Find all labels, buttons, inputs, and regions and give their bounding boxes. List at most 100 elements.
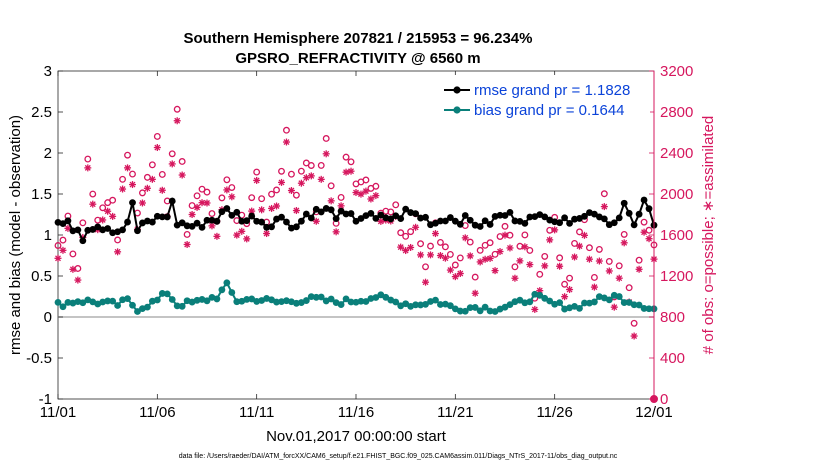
bias-marker <box>556 299 564 307</box>
bias-marker <box>461 307 469 315</box>
rmse-marker <box>392 212 400 220</box>
bias-marker <box>541 294 549 302</box>
y-tick-label-left: 2.5 <box>31 104 52 121</box>
bias-marker <box>218 286 226 294</box>
legend-rmse-marker <box>453 86 461 94</box>
rmse-marker <box>148 218 156 226</box>
obs-possible-marker <box>292 191 300 199</box>
bias-marker <box>158 290 166 297</box>
rmse-marker <box>163 213 171 221</box>
obs-assimilated-marker <box>580 231 588 239</box>
obs-possible-marker <box>287 170 295 178</box>
obs-possible-marker <box>79 219 87 227</box>
obs-assimilated-marker <box>104 207 112 215</box>
obs-assimilated-marker <box>327 197 335 205</box>
obs-assimilated-marker <box>228 193 236 201</box>
obs-assimilated-marker <box>571 253 579 261</box>
obs-possible-marker <box>273 186 280 194</box>
x-tick-label: 11/06 <box>139 404 175 421</box>
x-tick-label: 11/11 <box>239 404 274 421</box>
obs-assimilated-marker <box>258 206 266 214</box>
rmse-marker <box>79 237 87 245</box>
obs-assimilated-marker <box>129 181 136 189</box>
bias-marker <box>124 295 131 303</box>
obs-assimilated-marker <box>496 248 504 256</box>
obs-assimilated-marker <box>556 262 564 270</box>
obs-possible-marker <box>556 254 564 262</box>
rmse-marker <box>258 218 266 226</box>
rmse-marker <box>486 221 494 228</box>
obs-assimilated-marker <box>109 212 117 220</box>
bias-marker <box>173 302 181 310</box>
bias-marker <box>312 293 320 301</box>
rmse-marker <box>233 208 241 216</box>
obs-assimilated-marker <box>158 186 166 194</box>
obs-assimilated-marker <box>342 168 350 176</box>
obs-possible-marker <box>501 222 509 230</box>
obs-possible-marker <box>258 195 266 203</box>
rmse-marker <box>337 207 345 215</box>
x-axis-label: Nov.01,2017 00:00:00 start <box>266 428 447 445</box>
y-tick-label-right: 400 <box>660 350 685 367</box>
obs-assimilated-marker <box>576 242 583 250</box>
plot-area <box>57 70 655 400</box>
obs-assimilated-marker <box>248 207 256 215</box>
rmse-marker <box>347 210 355 217</box>
rmse-marker <box>412 210 419 218</box>
y-tick-label-right: 2800 <box>660 104 693 121</box>
rmse-marker <box>203 216 211 224</box>
bias-marker <box>129 301 136 309</box>
obs-possible-marker <box>635 256 643 264</box>
bias-marker <box>168 296 176 303</box>
obs-assimilated-marker <box>566 286 574 294</box>
bias-marker <box>392 298 400 306</box>
rmse-marker <box>104 225 112 232</box>
obs-assimilated-marker <box>461 234 469 242</box>
obs-possible-marker <box>248 194 256 202</box>
obs-possible-marker <box>178 158 186 165</box>
obs-assimilated-marker <box>74 276 82 284</box>
bias-marker <box>546 297 554 305</box>
obs-assimilated-marker <box>412 223 420 231</box>
obs-assimilated-marker <box>143 184 151 192</box>
obs-assimilated-marker <box>273 202 281 210</box>
bias-marker <box>536 291 544 299</box>
obs-possible-marker <box>640 218 648 226</box>
obs-possible-marker <box>476 246 484 254</box>
obs-assimilated-marker <box>282 138 290 146</box>
obs-possible-marker <box>99 204 107 212</box>
rmse-marker <box>367 209 375 217</box>
rmse-marker <box>466 216 474 224</box>
bias-marker <box>59 303 67 311</box>
obs-possible-marker <box>168 150 176 158</box>
rmse-marker <box>158 213 166 221</box>
rmse-marker <box>640 196 648 204</box>
obs-assimilated-marker <box>546 236 554 244</box>
y-axis-left-label: rmse and bias (model - observation) <box>7 115 24 355</box>
obs-assimilated-marker <box>188 211 196 219</box>
obs-possible-marker <box>600 190 608 198</box>
obs-assimilated-marker <box>253 176 261 184</box>
rmse-marker <box>59 220 67 228</box>
rmse-marker <box>213 217 221 225</box>
obs-assimilated-marker <box>471 289 479 297</box>
bias-marker <box>114 302 121 309</box>
obs-assimilated-marker <box>347 167 355 175</box>
y-tick-label-left: -0.5 <box>26 350 52 367</box>
bias-marker <box>109 297 117 305</box>
bias-marker <box>302 297 310 304</box>
obs-possible-marker <box>451 261 459 269</box>
obs-assimilated-marker <box>297 179 305 187</box>
obs-possible-marker <box>362 176 370 184</box>
obs-assimilated-marker <box>307 172 315 180</box>
rmse-marker <box>168 197 176 205</box>
x-tick-label: 11/21 <box>437 404 473 421</box>
obs-possible-marker <box>630 319 638 327</box>
x-tick-label: 11/26 <box>536 404 572 421</box>
bias-marker <box>446 302 454 310</box>
obs-possible-marker <box>625 284 633 292</box>
obs-possible-marker <box>615 262 623 270</box>
obs-possible-marker <box>417 240 425 248</box>
bias-marker <box>347 298 355 306</box>
obs-assimilated-marker <box>183 240 191 248</box>
